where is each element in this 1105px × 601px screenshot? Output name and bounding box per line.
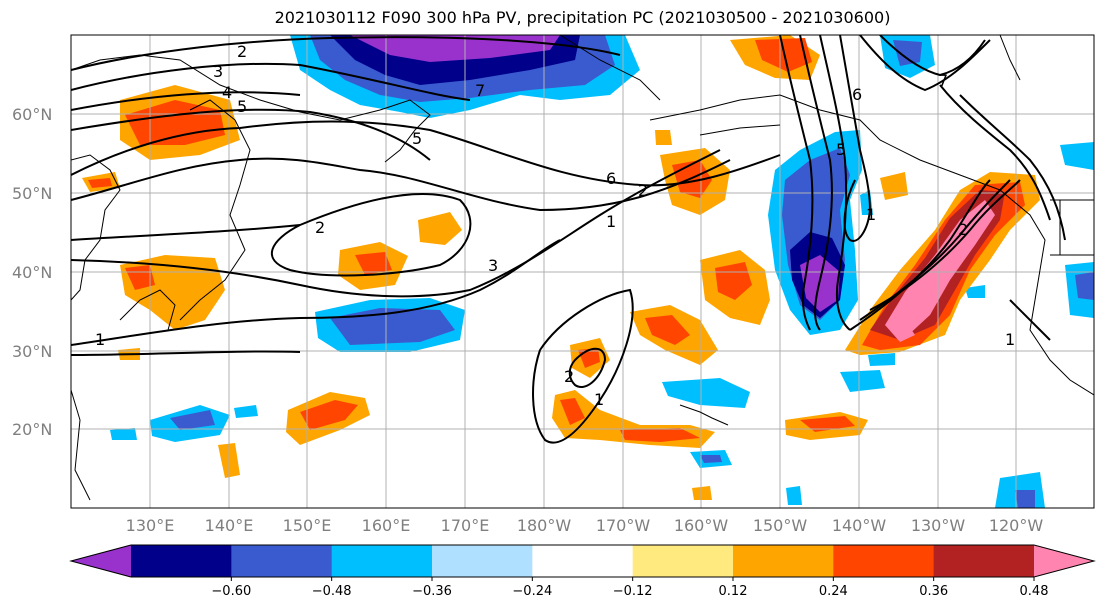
colorbar-tick-label: 0.24 <box>819 584 848 599</box>
colorbar-tick-label: −0.48 <box>312 584 352 599</box>
map-frame <box>70 34 1095 509</box>
colorbar-tick-label: 0.12 <box>719 584 748 599</box>
lat-label: 60°N <box>12 105 52 124</box>
contour-label: 6 <box>852 85 862 104</box>
contour-labels: 2 3 4 5 7 5 6 2 1 2 3 1 1 2 1 6 7 5 1 2 <box>95 42 1015 409</box>
lat-label: 50°N <box>12 184 52 203</box>
contour-label: 5 <box>836 140 846 159</box>
lat-label: 30°N <box>12 342 52 361</box>
pv-contours <box>71 35 1066 444</box>
colorbar-swatch <box>131 545 232 577</box>
lon-label: 140°W <box>832 516 887 535</box>
contour-label: 2 <box>315 218 325 237</box>
contour-label: 2 <box>638 181 648 200</box>
lon-label: 130°W <box>911 516 966 535</box>
colorbar-outline <box>69 544 1096 578</box>
contour-label: 7 <box>938 71 948 90</box>
colorbar-tick-label: 0.36 <box>919 584 948 599</box>
contour-label: 6 <box>606 169 616 188</box>
colorbar-tick-label: 0.48 <box>1020 584 1049 599</box>
lon-label: 170°E <box>441 516 490 535</box>
lon-label: 160°W <box>674 516 729 535</box>
colorbar-swatch <box>833 545 935 577</box>
lon-label: 170°W <box>596 516 651 535</box>
colorbar-swatch <box>532 545 634 577</box>
contour-label: 3 <box>488 256 498 275</box>
lon-labels: 130°E 140°E 150°E 160°E 170°E 180°W 170°… <box>126 516 1044 535</box>
contour-label: 5 <box>412 129 422 148</box>
colorbar-swatch <box>231 545 333 577</box>
colorbar-tick-label: −0.60 <box>211 584 251 599</box>
lon-label: 180°W <box>517 516 572 535</box>
map-title: 2021030112 F090 300 hPa PV, precipitatio… <box>274 8 891 27</box>
colorbar-extend-low <box>71 545 131 577</box>
contour-label: 2 <box>958 220 968 239</box>
lon-label: 160°E <box>362 516 411 535</box>
contour-label: 7 <box>475 81 485 100</box>
precip-shading <box>82 35 1094 508</box>
lon-label: 140°E <box>205 516 254 535</box>
contour-label: 2 <box>237 42 247 61</box>
contour-label: 1 <box>594 390 604 409</box>
contour-label: 4 <box>222 83 232 102</box>
colorbar: −0.60 −0.48 −0.36 −0.24 −0.12 0.12 0.24 0.36 0.4… <box>69 544 1096 599</box>
lat-labels: 60°N 50°N 40°N 30°N 20°N <box>12 105 52 439</box>
colorbar-swatch <box>432 545 533 577</box>
colorbar-tick-label: −0.24 <box>512 584 552 599</box>
map-panel: 2 3 4 5 7 5 6 2 1 2 3 1 1 2 1 6 7 5 1 2 <box>71 35 1094 508</box>
colorbar-swatch <box>733 545 834 577</box>
contour-label: 1 <box>866 205 876 224</box>
contour-label: 1 <box>606 212 616 231</box>
contour-label: 1 <box>95 330 105 349</box>
contour-label: 2 <box>564 367 574 386</box>
colorbar-swatch <box>933 545 1035 577</box>
lon-label: 150°E <box>283 516 332 535</box>
contour-label: 1 <box>1005 330 1015 349</box>
contour-label: 3 <box>213 62 223 81</box>
contour-label: 5 <box>237 97 247 116</box>
colorbar-swatch <box>632 545 734 577</box>
lat-label: 40°N <box>12 263 52 282</box>
lat-label: 20°N <box>12 420 52 439</box>
lon-label: 130°E <box>126 516 175 535</box>
colorbar-extend-high <box>1034 545 1094 577</box>
colorbar-swatch <box>331 545 433 577</box>
lon-label: 150°W <box>753 516 808 535</box>
colorbar-tick-label: −0.36 <box>412 584 452 599</box>
colorbar-tick-label: −0.12 <box>613 584 653 599</box>
lon-label: 120°W <box>989 516 1044 535</box>
